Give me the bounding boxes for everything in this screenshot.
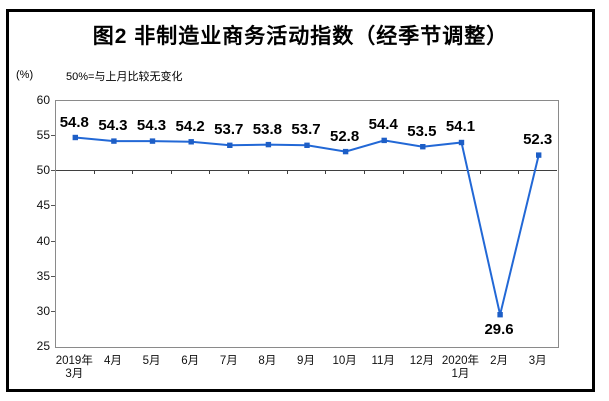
y-axis-tick <box>51 170 55 172</box>
x-axis-label: 10月 <box>318 355 372 368</box>
y-axis-tick <box>51 275 55 277</box>
data-label: 53.7 <box>291 121 321 139</box>
category-tick <box>518 170 520 174</box>
y-axis-label: 40 <box>36 233 50 248</box>
x-axis-label-line: 11月 <box>371 355 395 367</box>
category-tick <box>286 170 288 174</box>
category-tick <box>479 170 481 174</box>
y-axis-label: 25 <box>36 339 50 353</box>
reference-line-50 <box>56 170 557 171</box>
x-axis-label: 12月 <box>395 355 449 368</box>
x-axis-label: 3月 <box>511 355 565 368</box>
data-point-marker <box>304 142 310 148</box>
y-axis-tick <box>51 205 55 207</box>
data-label: 54.1 <box>445 118 476 136</box>
data-label: 52.8 <box>330 127 360 145</box>
x-axis-label-line: 3月 <box>528 355 547 367</box>
data-point-marker <box>72 134 78 141</box>
data-point-marker <box>265 141 272 148</box>
chart-title: 图2 非制造业商务活动指数（经季节调整） <box>92 25 509 48</box>
data-label: 54.8 <box>59 113 89 131</box>
y-axis-tick <box>51 135 55 137</box>
x-axis-label: 2020年 1月 <box>433 355 487 381</box>
data-label: 52.3 <box>523 131 553 149</box>
x-axis-label-line: 12月 <box>409 355 434 367</box>
category-tick <box>209 170 211 174</box>
y-axis-label: 55 <box>36 128 50 143</box>
y-axis-label: 30 <box>36 303 50 318</box>
data-point-marker <box>536 152 542 158</box>
x-axis-label-line: 2020年 <box>441 355 479 367</box>
reference-note: 50%=与上月比较无变化 <box>66 71 183 83</box>
y-axis-label: 35 <box>36 268 50 283</box>
data-line-svg <box>72 134 542 318</box>
x-axis-label-line: 1月 <box>451 368 470 380</box>
category-tick <box>248 170 250 174</box>
x-axis-label-line: 8月 <box>258 355 277 367</box>
x-axis-label-line: 7月 <box>219 355 238 367</box>
data-label: 54.4 <box>368 116 398 134</box>
data-point-marker <box>458 139 465 146</box>
category-tick <box>132 170 134 174</box>
x-axis-label: 4月 <box>86 355 140 368</box>
y-axis-label: 45 <box>36 198 50 213</box>
x-axis-label-line: 5月 <box>142 355 161 367</box>
data-point-marker <box>111 138 117 144</box>
x-axis-label-line: 4月 <box>103 355 122 367</box>
y-axis-label: 50 <box>36 163 50 178</box>
x-axis-label: 11月 <box>356 355 410 368</box>
x-axis-label-line: 3月 <box>65 368 84 380</box>
x-axis-label: 7月 <box>202 355 256 368</box>
data-label: 53.8 <box>252 120 282 138</box>
x-axis-label: 6月 <box>163 355 217 368</box>
data-point-marker <box>227 142 233 148</box>
category-tick <box>402 170 404 174</box>
x-axis-label: 2月 <box>472 355 526 368</box>
x-axis-label: 9月 <box>279 355 333 368</box>
y-axis-unit-label: (%) <box>16 69 34 81</box>
category-tick <box>441 170 443 174</box>
data-label: 54.3 <box>98 117 128 135</box>
data-label: 53.7 <box>214 121 244 139</box>
category-tick <box>93 170 95 174</box>
x-axis-label: 5月 <box>125 355 179 368</box>
x-axis-label-line: 2月 <box>490 355 509 367</box>
category-tick <box>170 170 172 174</box>
data-point-marker <box>149 138 156 144</box>
data-point-marker <box>497 312 503 318</box>
x-axis-label-line: 6月 <box>181 355 200 367</box>
x-axis-label: 2019年 3月 <box>47 355 101 381</box>
y-axis-tick <box>51 240 55 242</box>
x-axis-label-line: 2019年 <box>55 355 93 367</box>
data-point-marker <box>342 148 349 155</box>
data-label: 54.3 <box>136 117 167 135</box>
data-point-marker <box>381 137 387 144</box>
y-axis-tick <box>51 310 55 312</box>
data-label: 29.6 <box>484 320 514 338</box>
x-axis-label-line: 9月 <box>297 355 315 367</box>
category-tick <box>325 170 327 174</box>
y-axis-label: 60 <box>36 93 50 107</box>
data-point-marker <box>420 144 426 150</box>
data-point-marker <box>188 139 194 145</box>
x-axis-label: 8月 <box>240 355 294 368</box>
x-axis-label-line: 10月 <box>332 355 357 367</box>
data-line <box>75 136 540 315</box>
category-tick <box>363 170 365 174</box>
data-label: 53.5 <box>407 122 437 140</box>
data-label: 54.2 <box>175 117 205 135</box>
